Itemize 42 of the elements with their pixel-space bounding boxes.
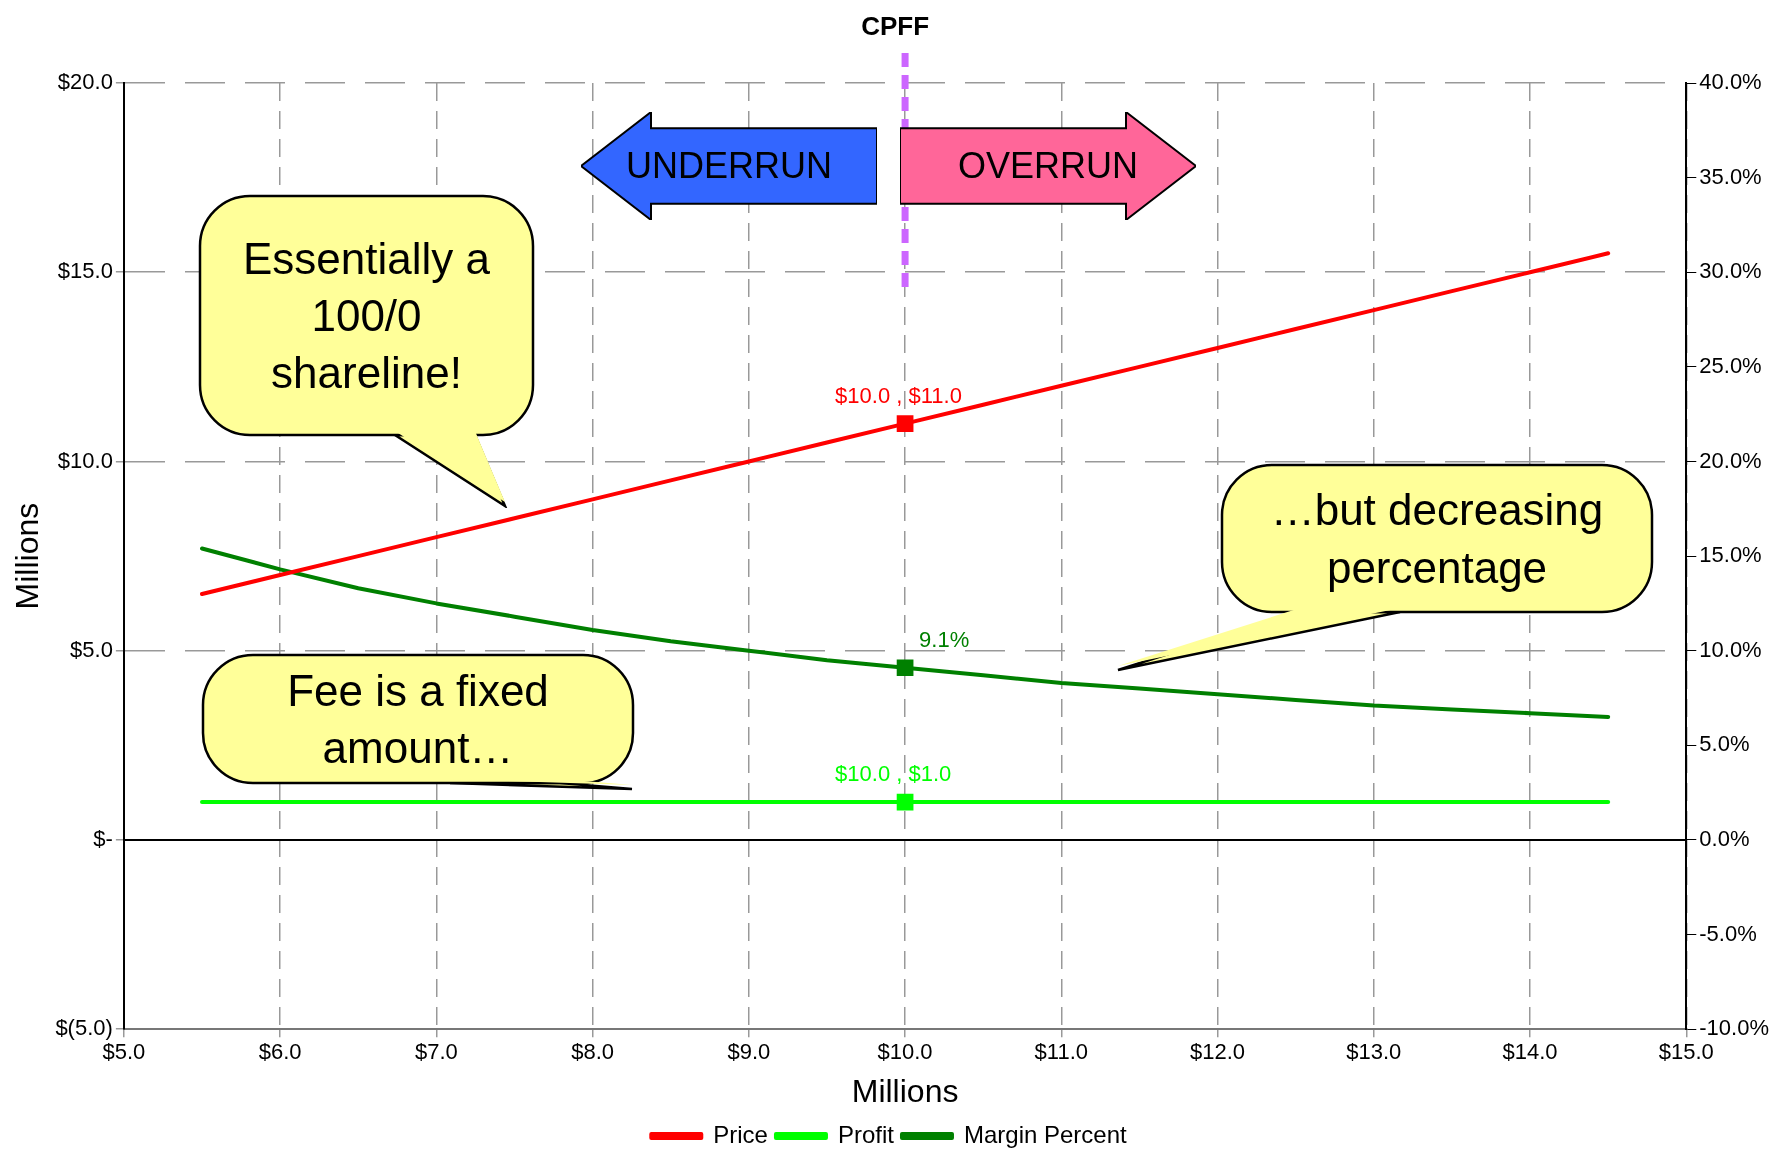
x-tick-label: $8.0 (571, 1039, 615, 1065)
x-tick-label: $11.0 (1034, 1039, 1089, 1065)
annotation: Essentially a 100/0 shareline! (242, 232, 491, 400)
x-tick-label: $6.0 (258, 1039, 302, 1065)
data-label: $10.0 , $11.0 (835, 382, 962, 408)
x-tick-label: $7.0 (414, 1039, 458, 1065)
y2-tick-label: 10.0% (1699, 636, 1762, 662)
x-tick-label: $5.0 (102, 1039, 146, 1065)
x-tick-label: $9.0 (727, 1039, 771, 1065)
y2-tick-label: 35.0% (1699, 163, 1762, 189)
y-tick-label: $10.0 (57, 447, 113, 473)
y2-tick-label: 5.0% (1699, 731, 1750, 757)
x-tick-label: $10.0 (877, 1039, 933, 1065)
data-label: $10.0 , $1.0 (835, 761, 952, 787)
y2-tick-label: 15.0% (1699, 542, 1762, 568)
y-axis-title: Millions (9, 502, 46, 610)
y2-tick-label: 30.0% (1699, 258, 1762, 284)
y2-tick-label: 0.0% (1699, 826, 1750, 852)
annotation: …but decreasing percentage (1269, 484, 1605, 594)
legend-label: Profit (837, 1120, 895, 1148)
ref-line-label: CPFF (861, 11, 930, 42)
y2-tick-label: 40.0% (1699, 69, 1762, 95)
x-tick-label: $15.0 (1658, 1039, 1714, 1065)
y2-tick-label: -5.0% (1699, 920, 1757, 946)
annotation: OVERRUN (957, 145, 1139, 187)
annotation: Fee is a fixed amount… (286, 664, 550, 774)
x-tick-label: $12.0 (1190, 1039, 1246, 1065)
legend-label: Price (713, 1120, 768, 1148)
x-tick-label: $13.0 (1346, 1039, 1402, 1065)
y2-tick-label: -10.0% (1699, 1015, 1770, 1041)
y2-tick-label: 20.0% (1699, 447, 1762, 473)
y2-tick-label: 25.0% (1699, 352, 1762, 378)
y-tick-label: $20.0 (57, 69, 113, 95)
x-tick-label: $14.0 (1502, 1039, 1558, 1065)
annotation: UNDERRUN (626, 145, 832, 187)
x-axis-title: Millions (851, 1072, 959, 1109)
y-tick-label: $- (93, 826, 113, 852)
y-tick-label: $(5.0) (55, 1015, 113, 1041)
legend-label: Margin Percent (963, 1120, 1128, 1148)
y-tick-label: $5.0 (70, 636, 113, 662)
y-tick-label: $15.0 (57, 258, 113, 284)
data-label: 9.1% (919, 626, 970, 652)
